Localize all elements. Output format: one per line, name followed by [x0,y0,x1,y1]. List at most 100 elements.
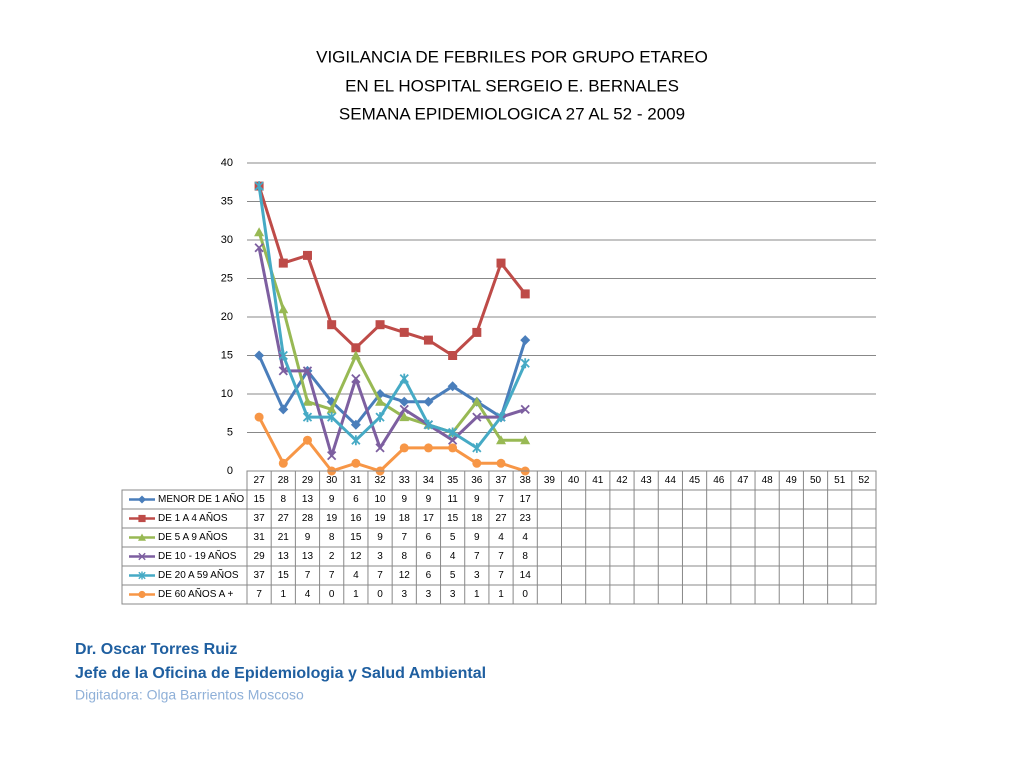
table-value: 12 [399,570,411,581]
marker [423,335,433,345]
marker [327,412,337,423]
marker [472,442,482,453]
marker [496,435,507,445]
y-tick-label: 20 [221,311,233,323]
marker [254,243,264,253]
series-line [257,231,526,442]
table-value: 4 [498,532,504,543]
series-line [257,339,527,427]
table-value: 7 [401,532,407,543]
y-tick-label: 30 [221,234,233,246]
table-value: 8 [281,494,287,505]
table-value: 2 [329,551,335,562]
marker [278,350,288,361]
y-tick-label: 10 [221,388,233,400]
table-value: 7 [498,494,504,505]
x-tick-label: 45 [689,475,701,486]
table-value: 6 [426,570,432,581]
marker [496,412,506,423]
x-tick-label: 35 [447,475,459,486]
x-tick-label: 52 [858,475,870,486]
table-value: 3 [426,589,432,600]
table-value: 13 [302,494,314,505]
table-value: 6 [353,494,359,505]
table-value: 15 [350,532,362,543]
table-value: 8 [401,551,407,562]
legend-marker [138,590,146,599]
table-value: 8 [522,551,528,562]
x-tick-label: 28 [278,475,290,486]
marker [471,396,482,406]
x-tick-label: 46 [713,475,725,486]
marker [302,366,313,376]
marker [520,404,530,415]
marker [302,412,313,423]
marker [447,381,458,392]
table-value: 3 [450,589,456,600]
x-tick-label: 31 [350,475,362,486]
table-value: 6 [426,532,432,543]
y-tick-label: 5 [227,426,233,438]
typist: Digitadora: Olga Barrientos Moscoso [75,687,304,703]
legend-label: DE 60 AÑOS A + [158,587,233,600]
table-value: 3 [401,589,407,600]
table-value: 9 [329,494,335,505]
marker [520,435,531,445]
legend-marker [138,552,146,561]
x-tick-label: 30 [326,475,338,486]
table-value: 0 [377,589,383,600]
table-value: 27 [278,513,290,524]
table-value: 9 [401,494,407,505]
table-value: 8 [329,532,335,543]
legend-marker [138,495,146,504]
marker [472,412,482,422]
series-line [257,185,527,357]
marker [254,181,264,192]
table-value: 5 [450,570,456,581]
table-value: 16 [350,513,362,524]
marker [327,450,337,461]
x-tick-label: 41 [592,475,604,486]
table-value: 7 [474,551,480,562]
marker [399,412,410,422]
table-value: 12 [350,551,362,562]
table-value: 9 [474,494,480,505]
marker [472,327,482,337]
x-tick-label: 38 [520,475,532,486]
marker [302,435,312,445]
x-tick-label: 37 [495,475,507,486]
marker [351,343,361,353]
legend-marker [138,514,146,523]
y-tick-label: 15 [221,349,233,361]
marker [448,351,458,360]
marker [254,350,265,361]
marker [302,250,312,260]
x-tick-label: 51 [834,475,846,486]
table-value: 7 [498,551,504,562]
table-value: 1 [474,589,480,600]
marker [375,396,386,406]
marker [351,435,361,446]
x-tick-label: 39 [544,475,556,486]
marker [520,358,530,369]
x-tick-label: 32 [374,475,386,486]
marker [375,320,385,330]
legend-label: DE 20 A 59 AÑOS [158,568,239,581]
table-value: 11 [447,494,458,505]
table-value: 7 [305,570,311,581]
marker [326,404,337,414]
legend-label: DE 10 - 19 AÑOS [158,549,237,562]
x-tick-label: 44 [665,475,677,486]
table-value: 37 [254,513,266,524]
marker [447,435,458,445]
author: Dr. Oscar Torres Ruiz [75,641,237,658]
table-value: 6 [426,551,432,562]
legend-label: DE 5 A 9 AÑOS [158,530,228,543]
x-tick-label: 33 [399,475,411,486]
marker [350,419,361,430]
table-value: 13 [278,551,290,562]
table-value: 15 [447,513,459,524]
table-value: 1 [281,589,287,600]
marker [351,458,361,468]
table-value: 9 [377,532,383,543]
